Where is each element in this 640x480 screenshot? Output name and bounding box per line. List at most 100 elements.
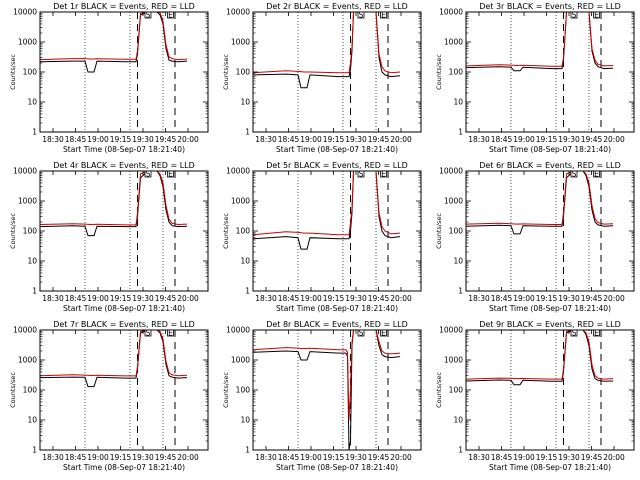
- x-tick-label: 19:30: [558, 294, 580, 303]
- y-axis-label: Counts/sec: [9, 372, 17, 408]
- x-tick-label: 19:45: [581, 294, 603, 303]
- x-tick-label: 19:00: [87, 294, 109, 303]
- y-tick-label: 10000: [13, 167, 37, 176]
- y-axis-label: Counts/sec: [435, 213, 443, 249]
- x-tick-label: 19:15: [536, 453, 558, 462]
- panel-title: Det 7r BLACK = Events, RED = LLD: [53, 320, 195, 329]
- x-tick-label: 20:00: [177, 294, 199, 303]
- event-marker-label: S: [146, 170, 151, 179]
- x-axis-label: Start Time (08-Sep-07 18:21:40): [489, 304, 611, 313]
- lld-series-line: [465, 329, 614, 380]
- y-tick-label: 100: [236, 68, 251, 77]
- y-tick-label: 10000: [439, 167, 463, 176]
- y-tick-label: 100: [236, 386, 251, 395]
- event-marker-label: E: [594, 170, 599, 179]
- x-tick-label: 19:15: [323, 453, 345, 462]
- x-axis-label: Start Time (08-Sep-07 18:21:40): [276, 304, 398, 313]
- y-tick-label: 100: [449, 386, 464, 395]
- y-tick-label: 1: [32, 446, 37, 455]
- event-marker-box: [570, 170, 578, 178]
- event-marker-box: [357, 170, 365, 178]
- x-tick-label: 19:00: [87, 135, 109, 144]
- x-tick-label: 18:30: [42, 294, 64, 303]
- plot-frame: [465, 170, 635, 292]
- event-marker-box: [570, 11, 578, 19]
- event-marker-label: E: [594, 329, 599, 338]
- y-axis-label: Counts/sec: [9, 213, 17, 249]
- y-tick-label: 1000: [231, 356, 250, 365]
- y-tick-label: 1000: [231, 38, 250, 47]
- panel-title: Det 1r BLACK = Events, RED = LLD: [53, 2, 195, 11]
- lld-series-line: [39, 170, 188, 226]
- event-marker-box: [380, 11, 387, 19]
- x-axis-label: Start Time (08-Sep-07 18:21:40): [276, 145, 398, 154]
- y-tick-label: 1: [32, 287, 37, 296]
- x-axis-label: Start Time (08-Sep-07 18:21:40): [63, 304, 185, 313]
- x-tick-label: 18:30: [468, 294, 490, 303]
- y-axis-label: Counts/sec: [222, 372, 230, 408]
- y-axis-label: Counts/sec: [435, 54, 443, 90]
- panel-title: Det 6r BLACK = Events, RED = LLD: [479, 161, 621, 170]
- events-series-line: [252, 170, 401, 250]
- event-marker-box: [144, 329, 152, 337]
- x-tick-label: 19:45: [368, 294, 390, 303]
- y-tick-label: 10: [27, 98, 37, 107]
- x-tick-label: 18:45: [65, 294, 87, 303]
- plot-frame: [39, 329, 209, 451]
- event-marker-label: S: [572, 329, 577, 338]
- x-tick-label: 19:30: [132, 453, 154, 462]
- events-series-line: [39, 329, 188, 388]
- event-marker-label: E: [168, 11, 173, 20]
- y-tick-label: 10000: [13, 8, 37, 17]
- plot-frame: [39, 170, 209, 292]
- x-tick-label: 19:00: [513, 294, 535, 303]
- y-tick-label: 1: [245, 287, 250, 296]
- event-marker-label: S: [146, 329, 151, 338]
- x-tick-label: 18:30: [255, 294, 277, 303]
- panel-title: Det 9r BLACK = Events, RED = LLD: [479, 320, 621, 329]
- event-marker-box: [357, 11, 365, 19]
- y-axis-label: Counts/sec: [435, 372, 443, 408]
- panel-title: Det 3r BLACK = Events, RED = LLD: [479, 2, 621, 11]
- x-tick-label: 18:45: [65, 453, 87, 462]
- x-tick-label: 18:30: [255, 135, 277, 144]
- y-axis-label: Counts/sec: [9, 54, 17, 90]
- x-tick-label: 20:00: [603, 294, 625, 303]
- lld-series-line: [252, 329, 401, 421]
- y-tick-label: 100: [236, 227, 251, 236]
- event-marker-box: [167, 329, 174, 337]
- plot-frame: [465, 11, 635, 133]
- event-marker-box: [593, 11, 600, 19]
- y-tick-label: 1000: [231, 197, 250, 206]
- event-marker-box: [593, 329, 600, 337]
- x-tick-label: 19:00: [300, 294, 322, 303]
- x-axis-label: Start Time (08-Sep-07 18:21:40): [489, 145, 611, 154]
- x-tick-label: 19:30: [345, 135, 367, 144]
- x-tick-label: 19:00: [513, 453, 535, 462]
- event-marker-box: [593, 170, 600, 178]
- y-tick-label: 1: [458, 128, 463, 137]
- event-marker-label: S: [572, 170, 577, 179]
- event-marker-label: S: [359, 11, 364, 20]
- x-tick-label: 20:00: [390, 453, 412, 462]
- x-tick-label: 18:45: [491, 135, 513, 144]
- y-tick-label: 10000: [13, 326, 37, 335]
- x-tick-label: 18:30: [255, 453, 277, 462]
- panel-title: Det 8r BLACK = Events, RED = LLD: [266, 320, 408, 329]
- event-marker-label: E: [168, 170, 173, 179]
- plot-frame: [39, 11, 209, 133]
- events-series-line: [39, 170, 188, 237]
- x-tick-label: 20:00: [603, 453, 625, 462]
- x-tick-label: 18:30: [468, 453, 490, 462]
- y-tick-label: 1: [245, 446, 250, 455]
- x-tick-label: 20:00: [390, 294, 412, 303]
- x-axis-label: Start Time (08-Sep-07 18:21:40): [63, 463, 185, 472]
- y-tick-label: 10: [240, 98, 250, 107]
- events-series-line: [39, 11, 188, 73]
- event-marker-label: S: [359, 329, 364, 338]
- y-tick-label: 100: [23, 68, 38, 77]
- x-tick-label: 19:00: [300, 453, 322, 462]
- x-tick-label: 18:30: [42, 135, 64, 144]
- y-tick-label: 1000: [18, 38, 37, 47]
- x-tick-label: 19:30: [345, 294, 367, 303]
